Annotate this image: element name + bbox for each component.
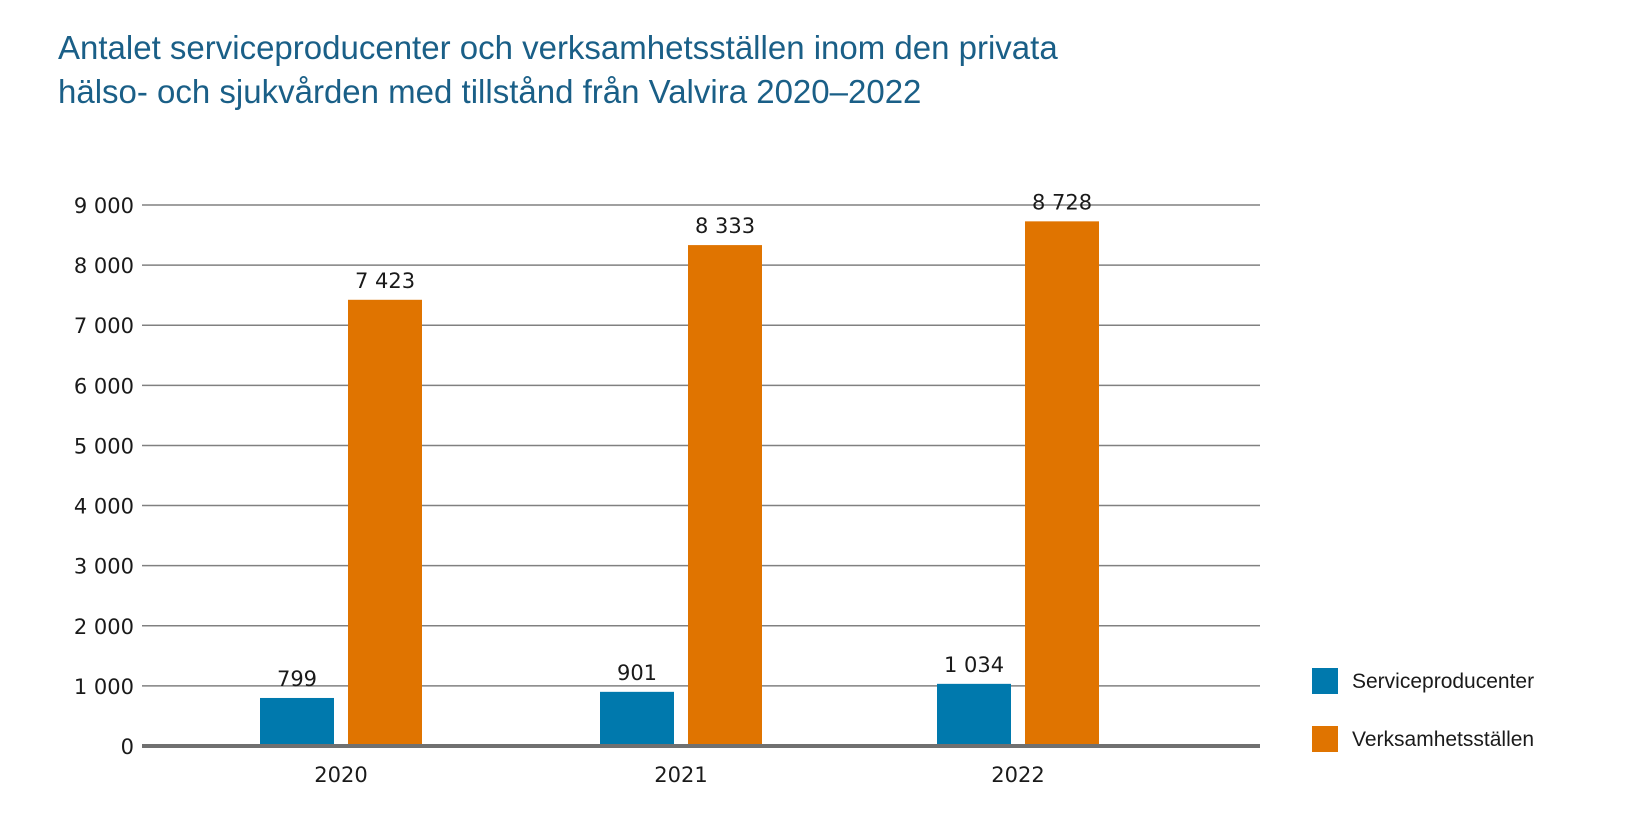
bars: [260, 221, 1099, 746]
data-labels: 799 901 1 034 7 423 8 333 8 728: [277, 190, 1092, 691]
y-tick-label: 4 000: [74, 495, 134, 519]
legend: Serviceproducenter Verksamhetsställen: [1312, 668, 1534, 752]
bar-verksamhetsställen-2020: [348, 299, 422, 746]
bar-verksamhetsställen-2022: [1025, 221, 1099, 746]
chart-title-line-2: hälso- och sjukvården med tillstånd från…: [58, 73, 922, 110]
legend-label: Serviceproducenter: [1352, 670, 1534, 693]
bar-serviceproducenter-2020: [260, 697, 334, 746]
data-label: 8 728: [1032, 190, 1092, 214]
x-category-label: 2020: [314, 763, 367, 787]
y-tick-label: 6 000: [74, 374, 134, 398]
y-tick-label: 5 000: [74, 434, 134, 458]
data-label: 7 423: [355, 269, 415, 293]
y-tick-label: 1 000: [74, 675, 134, 699]
data-label: 901: [617, 661, 657, 685]
chart-title: Antalet serviceproducenter och verksamhe…: [58, 26, 1258, 114]
bar-verksamhetsställen-2021: [688, 245, 762, 746]
x-axis-category-labels: 2020 2021 2022: [314, 763, 1044, 787]
legend-swatch: [1312, 726, 1338, 752]
data-label: 799: [277, 667, 317, 691]
y-tick-label: 2 000: [74, 615, 134, 639]
x-category-label: 2022: [991, 763, 1044, 787]
x-category-label: 2021: [654, 763, 707, 787]
bar-serviceproducenter-2021: [600, 691, 674, 746]
data-label: 8 333: [695, 214, 755, 238]
y-tick-label: 8 000: [74, 254, 134, 278]
chart-title-line-1: Antalet serviceproducenter och verksamhe…: [58, 29, 1058, 66]
y-axis-tick-labels: 0 1 000 2 000 3 000 4 000 5 000 6 000 7 000 8 00…: [74, 194, 134, 759]
y-tick-label: 7 000: [74, 314, 134, 338]
bar-serviceproducenter-2022: [937, 683, 1011, 746]
y-tick-label: 0: [121, 735, 134, 759]
data-label: 1 034: [944, 653, 1004, 677]
y-tick-label: 9 000: [74, 194, 134, 218]
y-tick-label: 3 000: [74, 555, 134, 579]
legend-swatch: [1312, 668, 1338, 694]
legend-label: Verksamhetsställen: [1352, 728, 1534, 751]
